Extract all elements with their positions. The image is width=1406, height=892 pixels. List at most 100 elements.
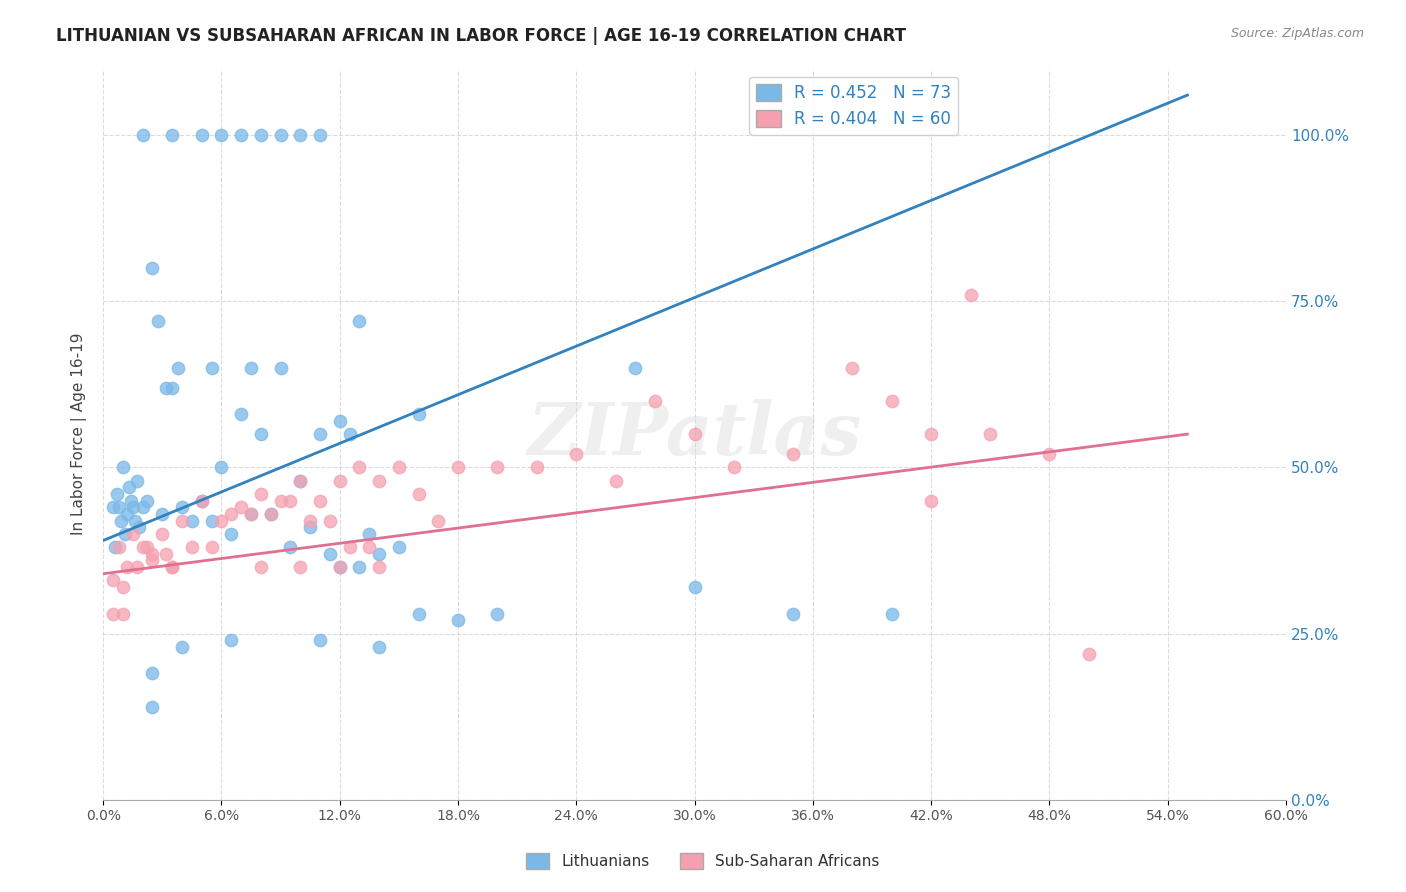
Legend: Lithuanians, Sub-Saharan Africans: Lithuanians, Sub-Saharan Africans (520, 847, 886, 875)
Point (309, 128, 332, 142)
Point (131, 128, 153, 142)
Point (339, 540, 361, 554)
Point (231, 500, 253, 515)
Point (121, 500, 143, 515)
Point (447, 460, 470, 475)
Point (368, 474, 391, 488)
Point (250, 427, 273, 442)
Point (644, 393, 666, 408)
Point (329, 414, 352, 428)
Point (250, 487, 273, 501)
Point (309, 493, 332, 508)
Point (959, 287, 981, 301)
Point (260, 507, 283, 521)
Point (290, 474, 312, 488)
Y-axis label: In Labor Force | Age 16-19: In Labor Force | Age 16-19 (72, 333, 87, 535)
Point (359, 526, 381, 541)
Point (368, 547, 391, 561)
Point (150, 526, 173, 541)
Point (180, 540, 202, 554)
Point (270, 493, 292, 508)
Point (110, 514, 132, 528)
Point (299, 520, 322, 534)
Point (160, 381, 183, 395)
Point (160, 128, 183, 142)
Point (280, 540, 302, 554)
Point (683, 580, 706, 594)
Point (339, 427, 361, 442)
Point (221, 507, 243, 521)
Legend: R = 0.452   N = 73, R = 0.404   N = 60: R = 0.452 N = 73, R = 0.404 N = 60 (749, 77, 959, 135)
Point (131, 500, 153, 515)
Point (309, 427, 332, 442)
Point (1077, 647, 1099, 661)
Point (240, 507, 263, 521)
Point (349, 560, 371, 574)
Point (290, 560, 312, 574)
Text: LITHUANIAN VS SUBSAHARAN AFRICAN IN LABOR FORCE | AGE 16-19 CORRELATION CHART: LITHUANIAN VS SUBSAHARAN AFRICAN IN LABO… (56, 27, 907, 45)
Point (526, 460, 548, 475)
Point (118, 480, 141, 494)
Point (280, 493, 302, 508)
Point (167, 360, 190, 375)
Point (309, 633, 332, 648)
Point (160, 560, 183, 574)
Point (115, 560, 138, 574)
Point (201, 540, 224, 554)
Point (201, 360, 224, 375)
Point (723, 460, 745, 475)
Point (270, 128, 292, 142)
Point (782, 447, 804, 461)
Point (231, 407, 253, 421)
Point (349, 460, 371, 475)
Point (240, 360, 263, 375)
Point (111, 460, 134, 475)
Point (299, 514, 322, 528)
Point (104, 540, 127, 554)
Point (388, 460, 411, 475)
Point (388, 540, 411, 554)
Point (319, 514, 342, 528)
Point (920, 493, 942, 508)
Point (125, 560, 148, 574)
Point (841, 360, 863, 375)
Text: ZIPatlas: ZIPatlas (527, 399, 862, 470)
Point (131, 540, 153, 554)
Point (408, 407, 430, 421)
Point (290, 474, 312, 488)
Point (329, 474, 352, 488)
Point (141, 547, 163, 561)
Point (979, 427, 1001, 442)
Point (368, 640, 391, 654)
Point (368, 560, 391, 574)
Point (270, 360, 292, 375)
Point (447, 613, 470, 627)
Text: Source: ZipAtlas.com: Source: ZipAtlas.com (1230, 27, 1364, 40)
Point (170, 640, 193, 654)
Point (120, 493, 142, 508)
Point (349, 314, 371, 328)
Point (240, 507, 263, 521)
Point (408, 607, 430, 621)
Point (155, 547, 177, 561)
Point (920, 427, 942, 442)
Point (221, 526, 243, 541)
Point (101, 607, 124, 621)
Point (121, 526, 143, 541)
Point (565, 447, 588, 461)
Point (782, 607, 804, 621)
Point (605, 474, 627, 488)
Point (880, 607, 903, 621)
Point (250, 128, 273, 142)
Point (191, 128, 214, 142)
Point (290, 128, 312, 142)
Point (486, 460, 509, 475)
Point (101, 574, 124, 588)
Point (191, 493, 214, 508)
Point (683, 427, 706, 442)
Point (115, 507, 138, 521)
Point (125, 474, 148, 488)
Point (359, 540, 381, 554)
Point (155, 381, 177, 395)
Point (101, 500, 124, 515)
